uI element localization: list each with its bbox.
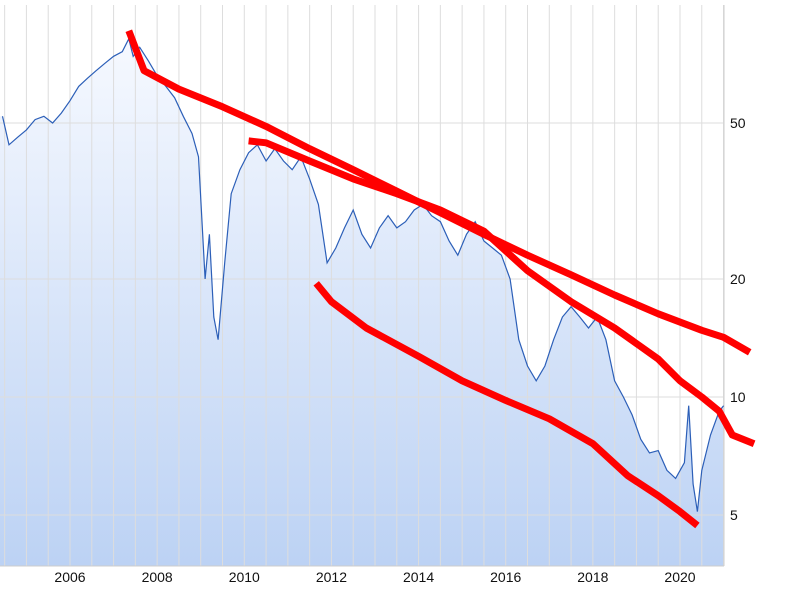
x-tick-label: 2014	[403, 569, 434, 585]
x-tick-label: 2016	[490, 569, 521, 585]
y-tick-label: 10	[730, 389, 746, 405]
x-tick-label: 2010	[229, 569, 260, 585]
trendlines	[125, 29, 756, 529]
y-tick-label: 50	[730, 115, 746, 131]
grid-lines	[0, 5, 725, 566]
y-axis-tick-labels: 5 10 20 50	[730, 115, 746, 523]
x-axis-tick-labels: 2006 2008 2010 2012 2014 2016 2018 2020	[54, 569, 695, 585]
trendline-2	[248, 137, 756, 447]
x-tick-label: 2020	[664, 569, 695, 585]
x-tick-label: 2012	[316, 569, 347, 585]
x-tick-label: 2008	[142, 569, 173, 585]
y-tick-label: 20	[730, 271, 746, 287]
price-area-fill	[0, 38, 724, 566]
trendline-3	[313, 281, 700, 529]
x-tick-label: 2006	[54, 569, 85, 585]
price-series-line	[1, 37, 724, 512]
y-tick-label: 5	[730, 507, 738, 523]
x-tick-label: 2018	[577, 569, 608, 585]
